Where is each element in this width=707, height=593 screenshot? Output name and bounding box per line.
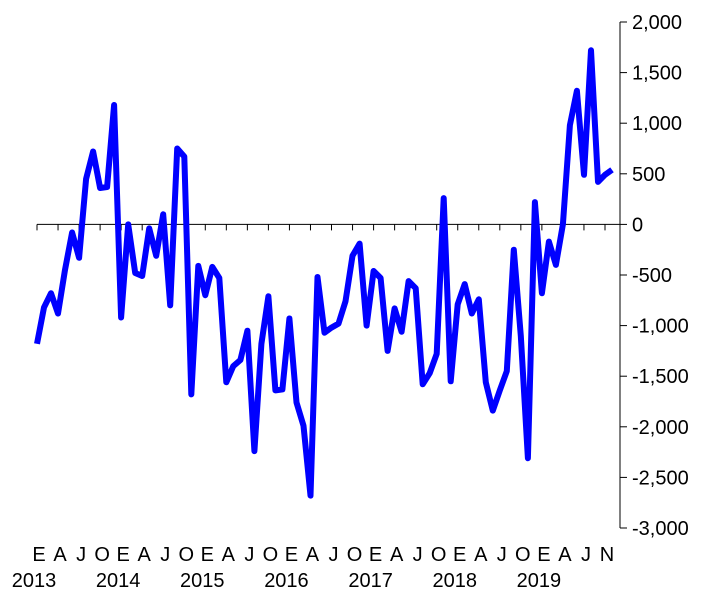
- x-month-label: E: [285, 544, 298, 566]
- y-tick-label: 2,000: [632, 12, 682, 34]
- x-month-label: E: [537, 544, 550, 566]
- series-line-0: [34, 47, 614, 499]
- y-tick-label: 0: [632, 214, 643, 236]
- y-tick-label: -1,500: [632, 366, 689, 388]
- x-month-label: A: [306, 544, 320, 566]
- x-month-label: J: [497, 544, 507, 566]
- x-month-label: O: [431, 544, 447, 566]
- x-month-label: J: [329, 544, 339, 566]
- x-month-label: J: [76, 544, 86, 566]
- x-month-label: J: [413, 544, 423, 566]
- x-month-label: E: [453, 544, 466, 566]
- x-month-label: A: [222, 544, 236, 566]
- y-tick-label: 500: [632, 164, 665, 186]
- x-month-label: A: [53, 544, 67, 566]
- y-tick-label: -2,500: [632, 467, 689, 489]
- x-year-label: 2016: [264, 570, 309, 592]
- x-year-label: 2019: [517, 570, 562, 592]
- x-month-label: J: [160, 544, 170, 566]
- x-year-label: 2014: [96, 570, 141, 592]
- x-month-label: N: [600, 544, 614, 566]
- y-tick-label: -2,000: [632, 417, 689, 439]
- y-tick-label: -3,000: [632, 518, 689, 540]
- x-month-label: A: [474, 544, 488, 566]
- x-month-label: A: [390, 544, 404, 566]
- y-tick-label: -500: [632, 265, 672, 287]
- series-layer: [34, 47, 614, 499]
- x-month-label: J: [244, 544, 254, 566]
- x-year-label: 2018: [432, 570, 477, 592]
- x-month-label: O: [178, 544, 194, 566]
- x-year-label: 2015: [180, 570, 225, 592]
- x-month-label: E: [116, 544, 129, 566]
- x-month-label: J: [581, 544, 591, 566]
- x-month-label: O: [263, 544, 279, 566]
- x-month-label: A: [558, 544, 572, 566]
- y-tick-label: 1,000: [632, 113, 682, 135]
- y-axis: 2,000 1,500 1,000 500 0 -500 -1,000 -1,500 -2,00…: [619, 12, 689, 540]
- x-year-label: 2013: [12, 570, 57, 592]
- x-month-label: O: [515, 544, 531, 566]
- x-month-label: E: [369, 544, 382, 566]
- y-tick-label: 1,500: [632, 63, 682, 85]
- y-tick-label: -1,000: [632, 316, 689, 338]
- x-year-label: 2017: [348, 570, 393, 592]
- x-month-label: O: [347, 544, 363, 566]
- x-month-label: E: [201, 544, 214, 566]
- x-month-label: O: [94, 544, 110, 566]
- x-month-label: E: [32, 544, 45, 566]
- x-month-label: A: [138, 544, 152, 566]
